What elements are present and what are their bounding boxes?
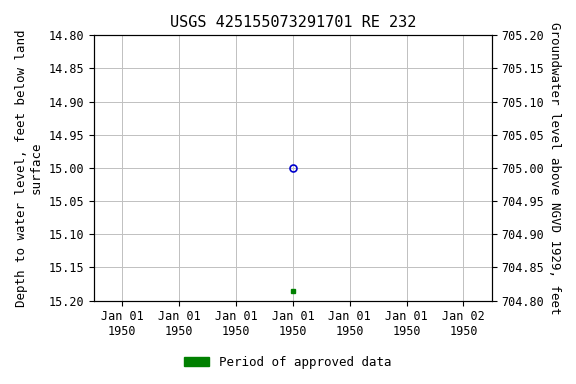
Y-axis label: Groundwater level above NGVD 1929, feet: Groundwater level above NGVD 1929, feet bbox=[548, 22, 561, 314]
Legend: Period of approved data: Period of approved data bbox=[179, 351, 397, 374]
Title: USGS 425155073291701 RE 232: USGS 425155073291701 RE 232 bbox=[170, 15, 416, 30]
Y-axis label: Depth to water level, feet below land
surface: Depth to water level, feet below land su… bbox=[15, 29, 43, 307]
